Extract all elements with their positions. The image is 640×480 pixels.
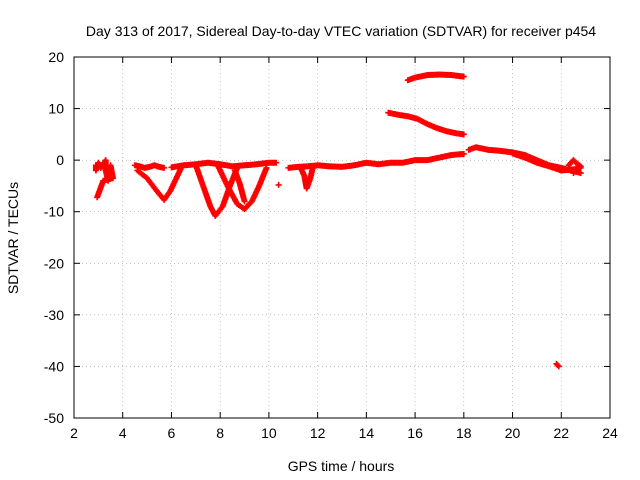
grid [74, 57, 610, 418]
x-tick-label: 8 [216, 425, 224, 441]
x-tick-label: 14 [359, 425, 375, 441]
data-point [161, 164, 168, 171]
x-axis-label: GPS time / hours [288, 458, 395, 474]
y-tick-label: 0 [56, 152, 64, 168]
x-tick-label: 24 [602, 425, 618, 441]
data-point [263, 164, 270, 171]
y-tick-label: -30 [44, 307, 64, 323]
x-tick-label: 10 [261, 425, 277, 441]
y-tick-label: 10 [48, 101, 64, 117]
y-tick-label: 20 [48, 49, 64, 65]
y-tick-label: -50 [44, 410, 64, 426]
chart-title: Day 313 of 2017, Sidereal Day-to-day VTE… [86, 23, 596, 39]
data-point [460, 73, 467, 80]
data-point [241, 198, 248, 205]
plot-frame [73, 56, 611, 419]
data-point [309, 164, 316, 171]
x-tick-label: 6 [168, 425, 176, 441]
x-tick-label: 22 [553, 425, 569, 441]
data-point [94, 194, 101, 201]
y-tick-label: -20 [44, 255, 64, 271]
data-point [577, 170, 584, 177]
data-point [275, 181, 282, 188]
data-point [460, 131, 467, 138]
data-point [273, 159, 280, 166]
x-tick-label: 18 [456, 425, 472, 441]
y-tick-label: -40 [44, 358, 64, 374]
x-tick-label: 20 [505, 425, 521, 441]
data-point [460, 150, 467, 157]
data-point [555, 363, 562, 370]
x-tick-label: 2 [70, 425, 78, 441]
data-point [570, 170, 577, 177]
data-points [92, 71, 584, 370]
y-tick-label: -10 [44, 204, 64, 220]
y-axis-label: SDTVAR / TECUs [5, 182, 21, 294]
x-tick-label: 4 [119, 425, 127, 441]
x-tick-label: 12 [310, 425, 326, 441]
x-tick-label: 16 [407, 425, 423, 441]
